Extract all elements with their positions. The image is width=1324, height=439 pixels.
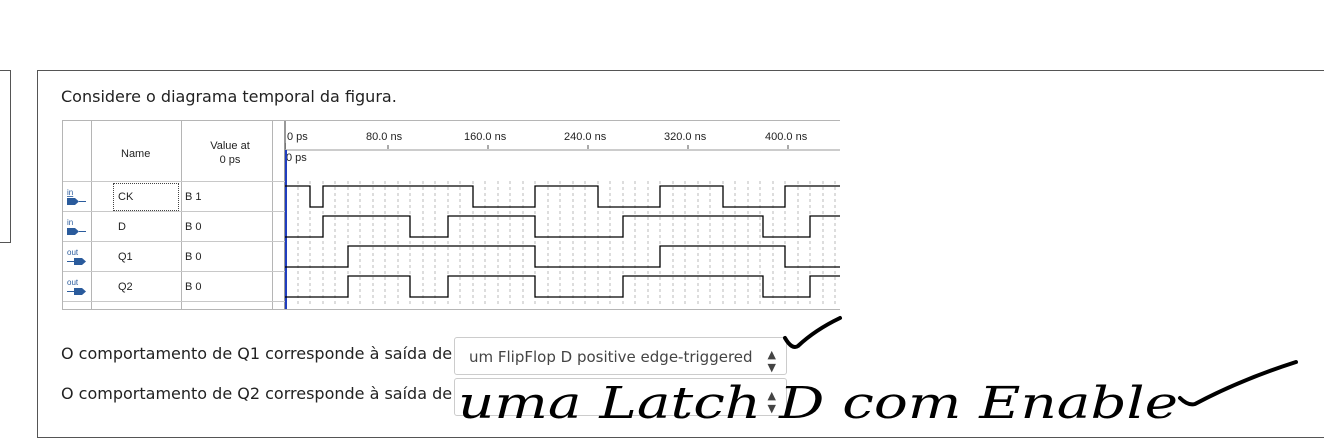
signal-name: Q2 (118, 281, 133, 293)
time-label: 320.0 ns (664, 131, 707, 143)
output-pin-icon: out (67, 278, 86, 295)
svg-text:in: in (67, 188, 73, 197)
time-label: 160.0 ns (464, 131, 507, 143)
signal-name: Q1 (118, 251, 133, 263)
signal-traces (285, 143, 840, 309)
signal-value: B 0 (185, 221, 202, 233)
time-label: 240.0 ns (564, 131, 607, 143)
select-arrow-icon: ▲ ▼ (767, 348, 776, 374)
signal-value: B 0 (185, 281, 202, 293)
input-pin-icon: in (67, 218, 86, 235)
cursor-label: 0 ps (286, 152, 307, 164)
select-arrow-icon: ▲ ▼ (767, 389, 776, 415)
previous-panel-edge (0, 70, 11, 243)
svg-text:out: out (67, 248, 79, 257)
row-divider (63, 181, 285, 182)
input-pin-icon: in (67, 188, 86, 205)
q2-label: O comportamento de Q2 corresponde à saíd… (61, 384, 453, 403)
header-name: Name (121, 148, 151, 160)
signal-value: B 0 (185, 251, 202, 263)
checkmark-icon (783, 316, 842, 349)
row-divider (63, 211, 285, 212)
row-divider (63, 241, 285, 242)
signal-value: B 1 (185, 191, 202, 203)
divider (91, 121, 92, 309)
handwritten-answer: uma Latch D com Enable (458, 378, 1178, 429)
q1-label: O comportamento de Q1 corresponde à saíd… (61, 344, 453, 363)
q1-selected-value: um FlipFlop D positive edge-triggered (469, 348, 753, 366)
svg-text:in: in (67, 218, 73, 227)
divider (272, 121, 273, 309)
checkmark-icon (1178, 360, 1298, 407)
svg-text:out: out (67, 278, 79, 287)
signal-name: D (118, 221, 126, 233)
output-pin-icon: out (67, 248, 86, 265)
signal-name: CK (118, 191, 134, 203)
time-label: 400.0 ns (765, 131, 808, 143)
selected-signal-box (113, 183, 179, 211)
question-text: Considere o diagrama temporal da figura. (61, 87, 397, 106)
time-label: 80.0 ns (366, 131, 403, 143)
waveform-diagram: Name Value at 0 ps in CK B 1 in D B 0 ou… (62, 120, 840, 310)
row-divider (63, 301, 285, 302)
question-card (37, 70, 1324, 438)
header-value: Value at 0 ps (210, 140, 250, 166)
divider (181, 121, 182, 309)
q2-select[interactable]: ▲ ▼ (454, 378, 787, 416)
row-divider (63, 271, 285, 272)
time-label: 0 ps (287, 131, 308, 143)
q1-select[interactable]: um FlipFlop D positive edge-triggered ▲ ▼ (454, 337, 787, 375)
